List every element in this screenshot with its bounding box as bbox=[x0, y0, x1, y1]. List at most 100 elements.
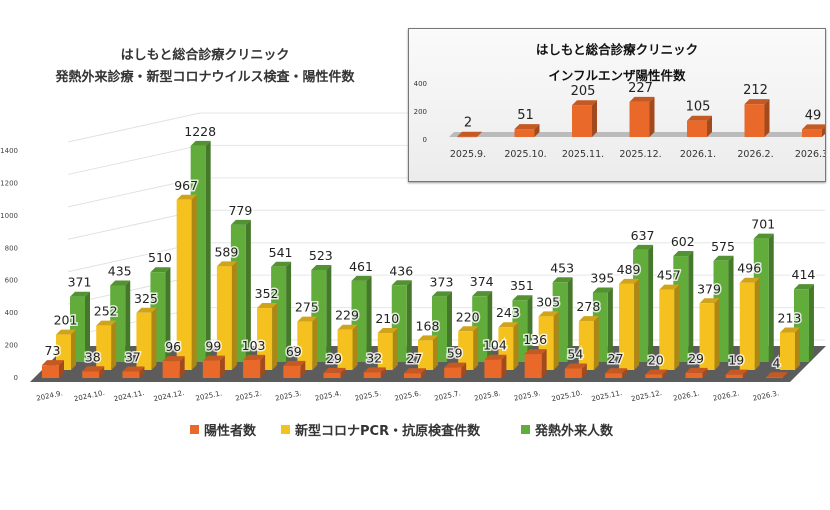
y-tick-label: 0 bbox=[14, 374, 18, 382]
bar-fever-side bbox=[648, 244, 654, 362]
data-label: 701 bbox=[751, 217, 775, 232]
x-tick-label: 2026.3. bbox=[752, 389, 780, 402]
inset-data-label: 227 bbox=[628, 81, 653, 96]
inset-bar-side bbox=[477, 131, 482, 137]
bar-positive bbox=[162, 361, 180, 378]
inset-bar-top bbox=[514, 124, 540, 130]
data-label: 73 bbox=[45, 343, 61, 358]
bar-fever-side bbox=[768, 233, 774, 362]
data-label: 220 bbox=[456, 309, 480, 324]
bar-positive-side bbox=[461, 362, 467, 378]
bar-tests-top bbox=[739, 277, 760, 283]
bar-tests-side bbox=[634, 278, 640, 370]
inset-plot: 0 200 400 2 2025.9. 51 2025.10. 205 2025.11. 227 2… bbox=[414, 80, 825, 160]
bar-tests-side bbox=[794, 327, 800, 370]
bar-positive bbox=[42, 365, 59, 378]
data-label: 436 bbox=[389, 263, 413, 278]
data-label: 1228 bbox=[184, 124, 216, 139]
bar-positive-top bbox=[765, 372, 788, 378]
bar-fever-side bbox=[205, 140, 211, 362]
data-label: 168 bbox=[416, 318, 440, 333]
bar-tests-side bbox=[191, 194, 197, 370]
data-label: 19 bbox=[728, 353, 744, 368]
inset-bar-top bbox=[802, 124, 825, 130]
inset-data-label: 49 bbox=[805, 108, 822, 123]
bar-fever-side bbox=[286, 261, 292, 362]
bar-tests-top bbox=[136, 307, 157, 313]
bar-positive-side bbox=[742, 369, 748, 378]
bar-positive bbox=[725, 374, 743, 378]
inset-bar-side bbox=[649, 96, 655, 137]
bar-fever-side bbox=[688, 251, 694, 362]
data-label: 779 bbox=[228, 203, 252, 218]
legend-swatch bbox=[190, 425, 199, 434]
inset-y-tick-label: 200 bbox=[414, 108, 427, 116]
bar-fever-side bbox=[85, 291, 90, 362]
bar-positive-side bbox=[99, 366, 105, 378]
data-label: 54 bbox=[567, 346, 583, 361]
bar-positive-side bbox=[501, 354, 507, 378]
bar-positive bbox=[484, 359, 502, 378]
bar-fever-side bbox=[366, 275, 372, 362]
inset-bar-side bbox=[707, 115, 712, 137]
inset-y-tick-label: 400 bbox=[414, 80, 427, 88]
bar-positive bbox=[645, 374, 663, 378]
bar-tests-side bbox=[272, 303, 278, 370]
data-label: 229 bbox=[335, 308, 359, 323]
bar-tests-top bbox=[337, 324, 358, 330]
bar-tests bbox=[578, 321, 594, 370]
bar-tests-side bbox=[231, 261, 237, 370]
x-tick-label: 2024.10. bbox=[73, 389, 105, 403]
inset-bar bbox=[514, 129, 535, 137]
inset-x-tick-label: 2026.3. bbox=[795, 149, 825, 160]
inset-x-tick-label: 2026.1. bbox=[680, 149, 716, 160]
legend-item-fever: 発熱外来人数 bbox=[521, 420, 613, 439]
data-label: 496 bbox=[737, 261, 761, 276]
bar-fever-top bbox=[431, 291, 452, 297]
data-label: 213 bbox=[778, 311, 802, 326]
bar-fever-side bbox=[487, 291, 493, 362]
legend-item-positive: 陽性者数 bbox=[190, 420, 256, 439]
inset-x-tick-label: 2025.11. bbox=[562, 149, 604, 160]
bar-positive-top bbox=[564, 363, 587, 369]
bar-tests-top bbox=[498, 322, 519, 328]
data-label: 243 bbox=[496, 305, 520, 320]
inset-bar bbox=[687, 120, 707, 137]
bar-fever-side bbox=[125, 280, 131, 362]
inset-bar-top bbox=[687, 115, 712, 121]
bar-tests-side bbox=[111, 320, 117, 370]
bar-fever-top bbox=[271, 261, 292, 267]
bar-positive-side bbox=[420, 368, 426, 378]
data-label: 373 bbox=[430, 274, 454, 289]
bar-fever-top bbox=[753, 233, 774, 239]
bar-fever-top bbox=[793, 284, 814, 290]
bar-fever-side bbox=[406, 280, 412, 362]
data-label: 967 bbox=[174, 178, 198, 193]
inset-bar-top bbox=[572, 100, 597, 106]
bar-fever-side bbox=[527, 295, 533, 362]
legend-item-tests: 新型コロナPCR・抗原検査件数 bbox=[281, 420, 480, 439]
data-label: 37 bbox=[125, 349, 141, 364]
bar-positive-top bbox=[403, 368, 426, 374]
x-tick-label: 2025.9. bbox=[513, 389, 541, 402]
bar-fever-top bbox=[150, 267, 171, 273]
y-tick-label: 200 bbox=[5, 342, 18, 350]
data-label: 435 bbox=[108, 263, 132, 278]
y-tick-label: 1000 bbox=[0, 212, 18, 220]
inset-bar bbox=[572, 105, 592, 137]
bar-fever-top bbox=[592, 287, 613, 293]
legend-label: 陽性者数 bbox=[204, 424, 257, 439]
x-tick-label: 2024.9. bbox=[36, 389, 64, 402]
bar-fever-side bbox=[446, 291, 452, 362]
data-label: 395 bbox=[590, 270, 614, 285]
bar-tests bbox=[659, 289, 675, 370]
bar-positive-side bbox=[260, 354, 266, 378]
bar-positive-side bbox=[340, 367, 346, 378]
gridline-depth bbox=[67, 177, 201, 208]
bar-fever-top bbox=[190, 140, 211, 146]
bar-positive bbox=[122, 371, 140, 378]
data-label: 275 bbox=[295, 300, 319, 315]
bar-fever-side bbox=[165, 267, 171, 362]
bar-tests bbox=[216, 266, 232, 370]
